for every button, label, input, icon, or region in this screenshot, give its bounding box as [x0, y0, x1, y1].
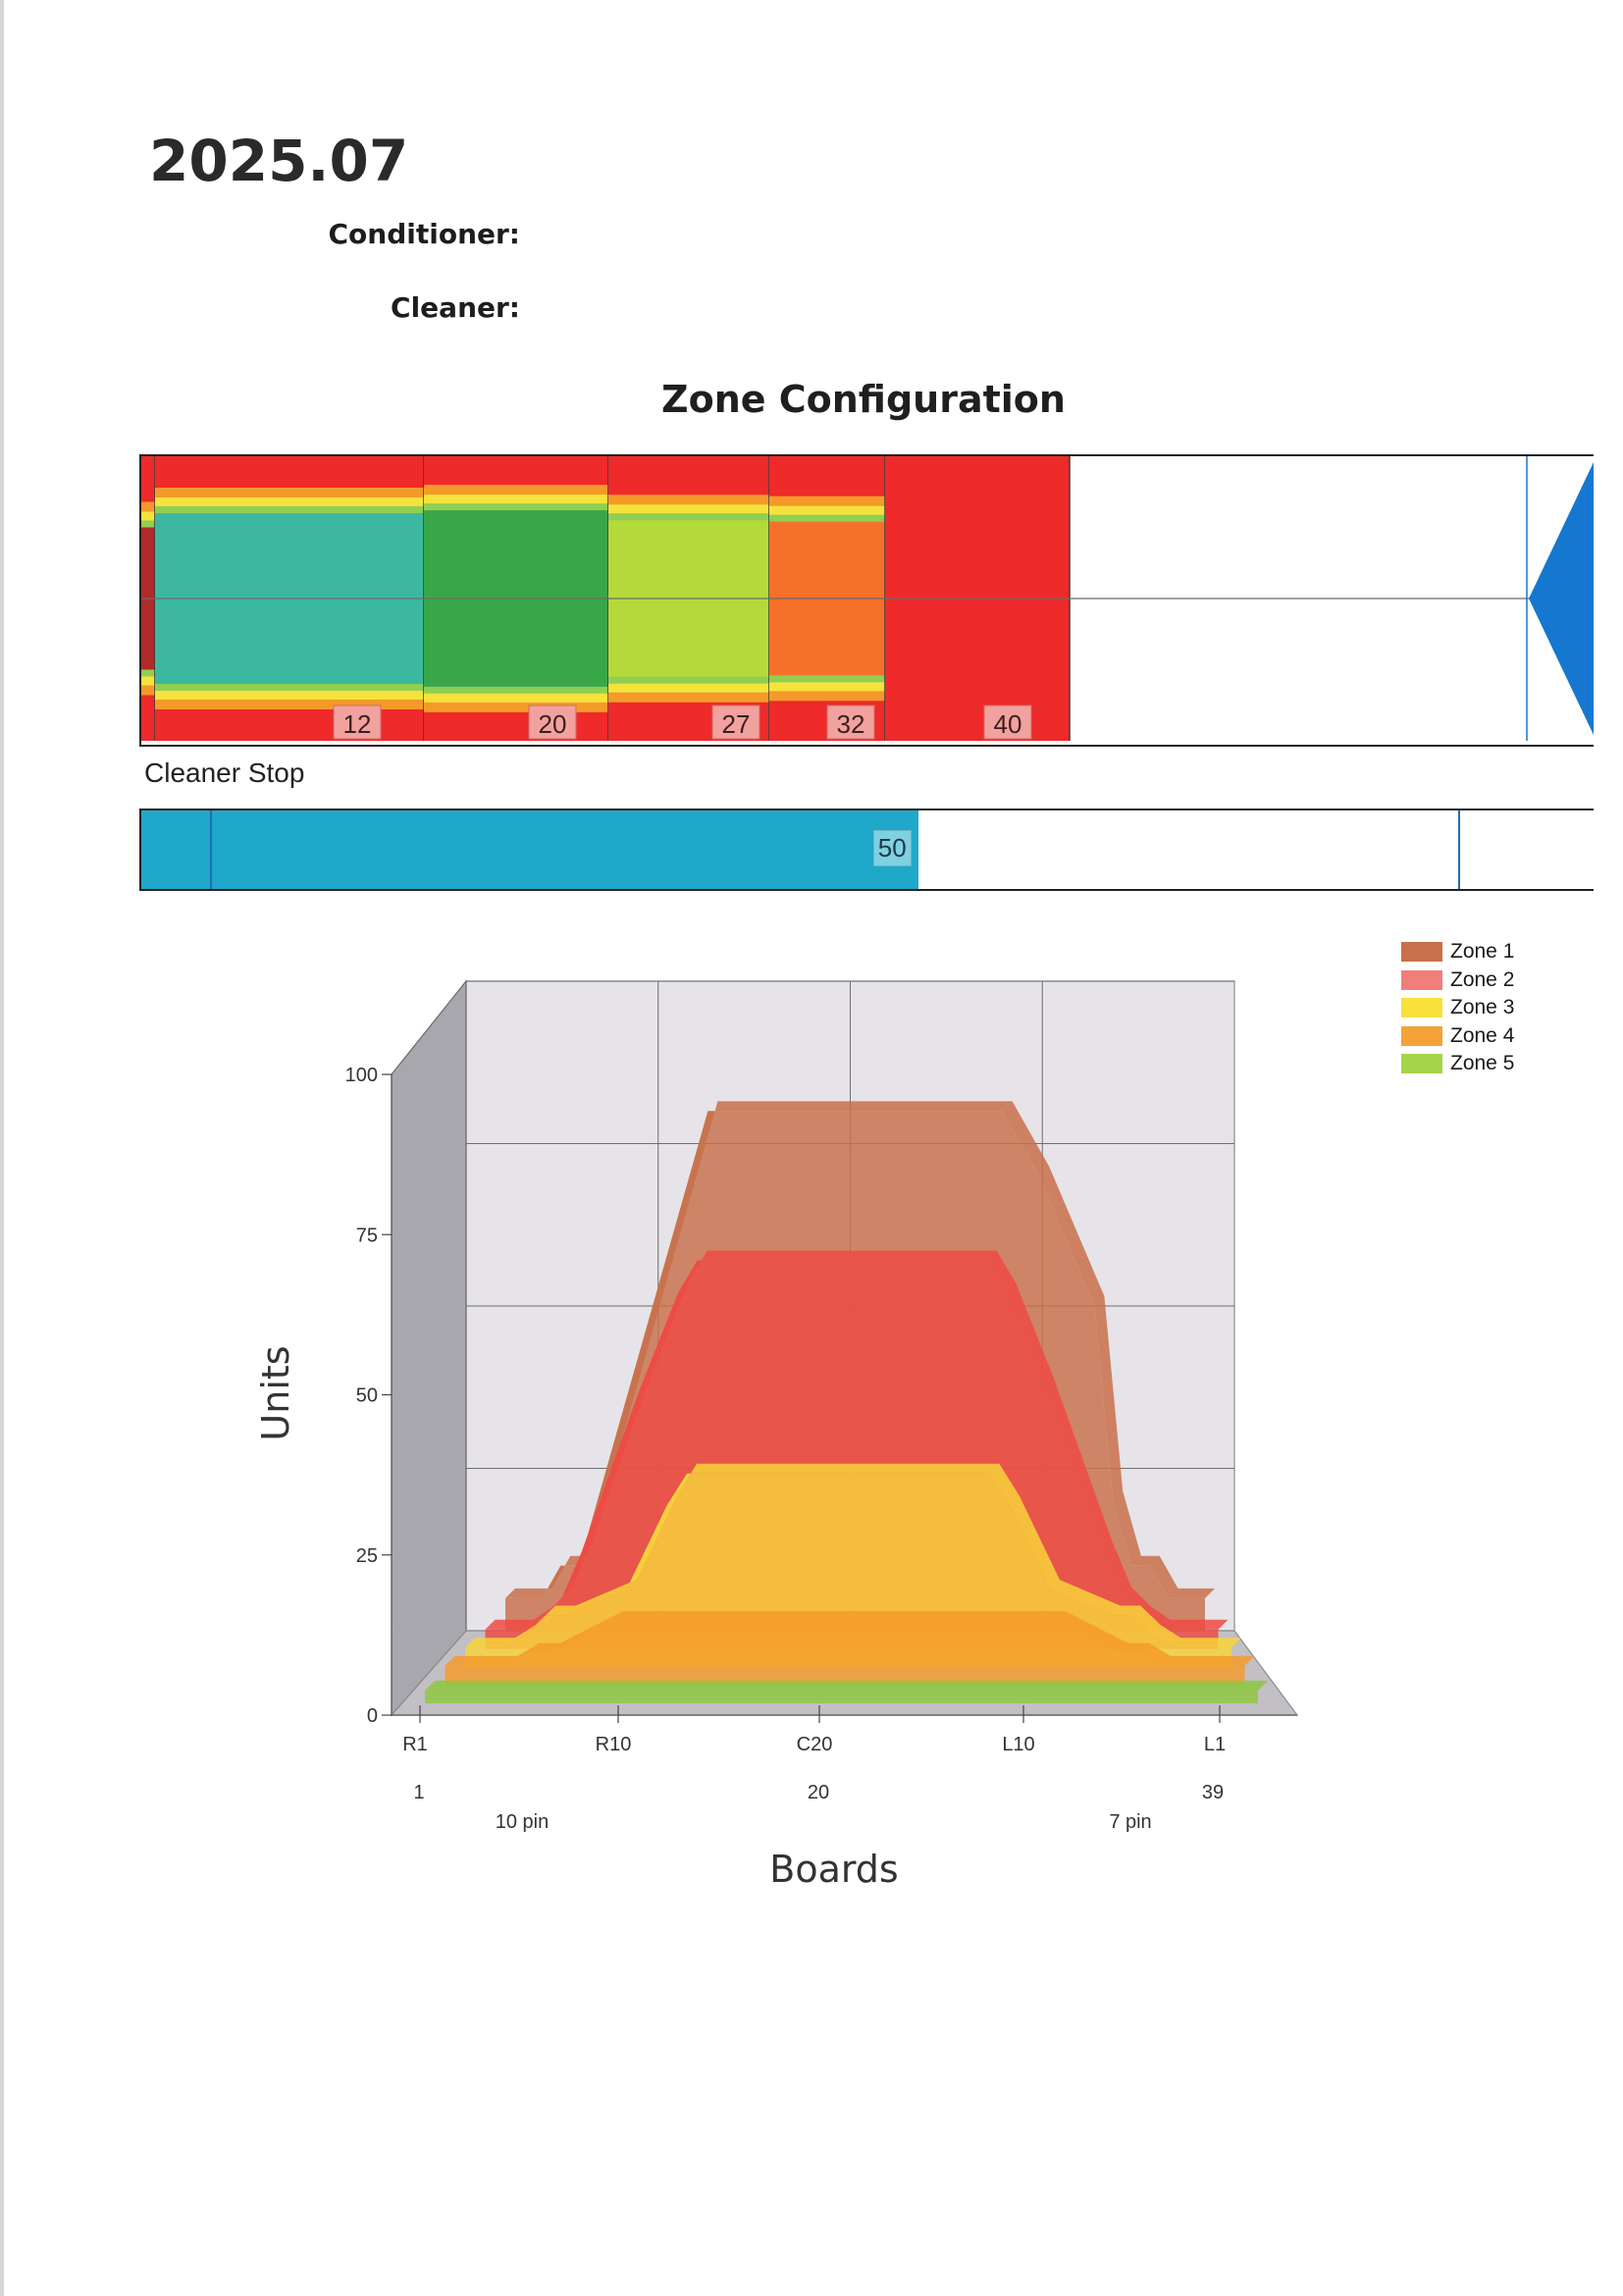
cleaner-tick: [1458, 810, 1460, 889]
y-tick-label: 0: [367, 1705, 378, 1727]
zone-marker-box: [983, 704, 1032, 740]
zone-configuration-title: Zone Configuration: [661, 378, 1066, 421]
zone-marker-label: 20: [539, 709, 567, 739]
legend-item: Zone 2: [1401, 966, 1514, 995]
zone-profile-chart: 0 25 50 75 100 R1 R10 C20 L10 L1 1 20 39 10 pin 7 pin B…: [226, 922, 1580, 1891]
conditioner-label: Conditioner:: [328, 218, 520, 250]
zone-marker-label: 40: [994, 709, 1022, 739]
zone-marker-box: [333, 704, 382, 740]
zone-marker: 40: [983, 704, 1032, 740]
zone-marker: 27: [711, 704, 760, 740]
legend-item: Zone 3: [1401, 994, 1514, 1022]
zone-marker-label: 12: [343, 709, 372, 739]
x-annotation: 7 pin: [1109, 1811, 1151, 1833]
zone-marker: 32: [826, 704, 875, 740]
report-date: 2025.07: [149, 128, 409, 194]
cleaner-label: Cleaner:: [391, 291, 520, 324]
x-number-label: 1: [413, 1782, 424, 1803]
cleaner-tick: [210, 810, 212, 889]
x-tick-label: R10: [596, 1734, 632, 1755]
legend-swatch: [1401, 998, 1442, 1018]
series-top-face: [465, 1463, 1241, 1648]
x-axis-title: Boards: [769, 1848, 898, 1884]
series-top-face: [445, 1611, 1255, 1666]
zone-marker-box: [711, 704, 760, 740]
chart-left-wall: [391, 979, 467, 1717]
x-tick-label: C20: [797, 1734, 833, 1755]
legend-swatch: [1401, 942, 1442, 963]
zone-marker: 12: [333, 704, 382, 740]
chart-svg: 0 25 50 75 100 R1 R10 C20 L10 L1 1 20 39 10 pin 7 pin B…: [254, 979, 1299, 1891]
y-tick-label: 100: [345, 1065, 378, 1086]
y-tick-label: 75: [356, 1225, 378, 1246]
series-area: [445, 1621, 1245, 1686]
legend-item: Zone 4: [1401, 1022, 1514, 1051]
zone-marker-label: 32: [837, 709, 865, 739]
series-area: [425, 1690, 1258, 1703]
legend-label: Zone 4: [1450, 1023, 1515, 1047]
page-edge: [0, 0, 4, 2296]
zone-direction-arrow: [1529, 462, 1594, 735]
zone-configuration-bar: 12 20 27 32 40: [139, 454, 1594, 747]
zone-marker: 20: [528, 704, 577, 740]
legend-swatch: [1401, 1025, 1442, 1046]
y-tick-label: 50: [356, 1385, 378, 1407]
x-number-label: 20: [808, 1782, 829, 1803]
x-tick-label: L1: [1204, 1734, 1226, 1755]
chart-legend: Zone 1 Zone 2 Zone 3 Zone 4 Zone 5: [1401, 938, 1514, 1078]
cleaner-stop-bar: 50: [139, 809, 1594, 891]
x-tick-label: L10: [1002, 1734, 1034, 1755]
legend-label: Zone 1: [1450, 940, 1515, 964]
legend-label: Zone 3: [1450, 996, 1515, 1019]
legend-item: Zone 1: [1401, 938, 1514, 966]
x-number-label: 39: [1202, 1782, 1224, 1803]
cleaner-stop-label: Cleaner Stop: [144, 757, 305, 788]
zone-marker-label: 27: [722, 709, 751, 739]
zone-configuration-graphic: 12 20 27 32 40: [141, 456, 1594, 741]
cleaner-stop-fill: [141, 810, 918, 889]
legend-label: Zone 2: [1450, 967, 1515, 991]
x-annotation: 10 pin: [496, 1811, 550, 1833]
legend-item: Zone 5: [1401, 1050, 1514, 1078]
zone-marker-box: [826, 704, 875, 740]
y-tick-label: 25: [356, 1545, 378, 1567]
legend-swatch: [1401, 969, 1442, 990]
legend-swatch: [1401, 1054, 1442, 1074]
cleaner-stop-value: 50: [872, 830, 912, 866]
y-axis-title: Units: [254, 1345, 297, 1440]
zone-marker-box: [528, 704, 577, 740]
x-tick-label: R1: [402, 1734, 428, 1755]
series-top-face: [425, 1680, 1268, 1691]
legend-label: Zone 5: [1450, 1052, 1515, 1075]
